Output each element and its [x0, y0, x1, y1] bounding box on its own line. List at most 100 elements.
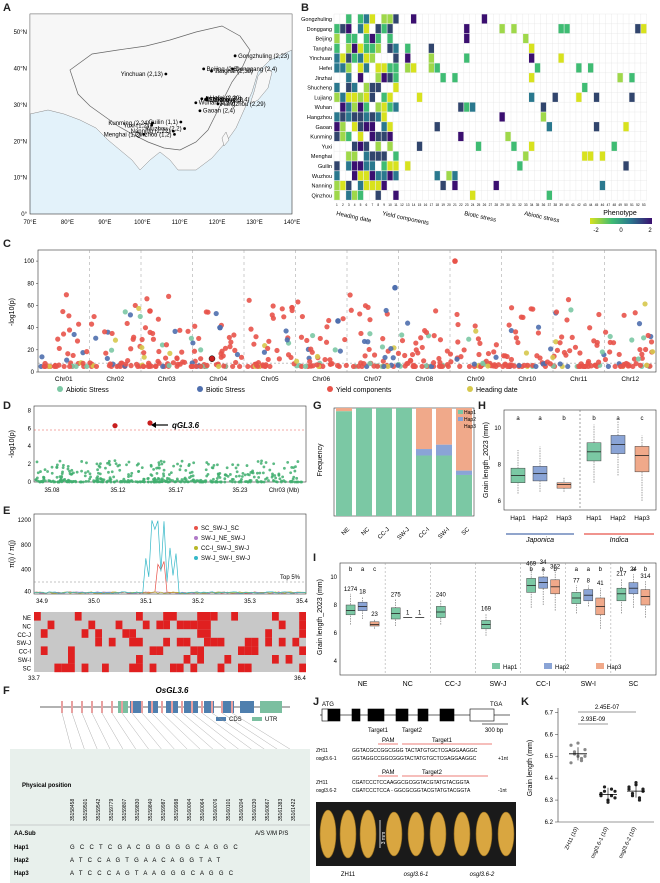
locus-point	[141, 480, 145, 483]
pi-legend-swatch	[194, 536, 198, 540]
heatmap-cell	[470, 190, 476, 200]
manhattan-point	[366, 346, 372, 353]
heatmap-row-label: Qinzhou	[312, 193, 333, 199]
map-lon-tick: 100°E	[134, 220, 150, 226]
snp-position-label: 35159807	[122, 799, 128, 821]
manhattan-point	[65, 351, 71, 357]
k-category-label: ZH11 (10)	[564, 826, 580, 851]
heatmap-cell	[564, 24, 570, 34]
map-landmass	[29, 13, 293, 171]
locus-point	[180, 459, 184, 463]
manhattan-point	[230, 363, 236, 370]
heatmap-col-number: 22	[459, 203, 463, 207]
heatmap-cell	[458, 131, 464, 142]
locus-point	[278, 477, 282, 481]
hap1-label: Hap1	[14, 845, 29, 851]
manhattan-point	[535, 330, 542, 336]
manhattan-point	[237, 363, 243, 370]
freq-bar-hap2	[456, 470, 472, 475]
heatmap-cell	[363, 14, 370, 24]
heatmap-cell	[475, 141, 482, 151]
manhattan-point	[80, 360, 86, 366]
pi-ytick-label: 400	[21, 567, 32, 573]
panel-letter-d: D	[3, 400, 11, 412]
manhattan-point	[70, 352, 76, 359]
locus-point	[262, 480, 266, 484]
panel-letter-k: K	[521, 696, 529, 708]
locus-point	[127, 473, 130, 476]
heatmap-cell	[381, 73, 387, 83]
manhattan-point	[480, 360, 486, 367]
manhattan-point	[166, 362, 172, 369]
hap-block-cell	[115, 620, 123, 630]
locus-point	[75, 470, 79, 474]
locus-point	[104, 466, 107, 470]
manhattan-point	[358, 330, 364, 337]
boxi-letter: b	[529, 567, 533, 573]
heatmap-cell	[416, 92, 423, 102]
heatmap-cell	[387, 141, 393, 151]
manhattan-point	[153, 363, 159, 370]
locus-point	[70, 468, 74, 472]
heatmap-col-number: 13	[406, 203, 410, 207]
manhattan-point	[226, 334, 232, 341]
heatmap-col-number: 49	[618, 203, 622, 207]
locus-point	[294, 465, 297, 469]
freq-category-label: CC-J	[377, 527, 391, 541]
boxi-frame	[339, 562, 657, 676]
k-category-label: osgl3.6-2 (10)	[618, 826, 638, 859]
heatmap-cell	[357, 161, 364, 171]
snp-marker	[101, 701, 103, 713]
heatmap-cell	[369, 131, 375, 142]
locus-point	[215, 480, 219, 484]
hap-block-cell	[251, 637, 259, 647]
heatmap-cell	[363, 102, 370, 112]
k-point	[627, 785, 631, 789]
heatmap-cell	[340, 112, 346, 122]
pi-xtick-label: 35.4	[296, 599, 308, 605]
hap-block-cell	[210, 612, 218, 621]
boxi-count: 24	[630, 567, 637, 573]
heatmap-cell	[346, 63, 352, 73]
locus-point	[289, 480, 292, 484]
boxi-letter: a	[361, 567, 365, 573]
manhattan-point	[61, 363, 67, 370]
manhattan-point	[39, 354, 45, 360]
tga-label: TGA	[490, 702, 502, 708]
manhattan-point	[645, 332, 651, 339]
heatmap-cell	[387, 43, 393, 53]
manhattan-peak	[452, 258, 458, 264]
pi-legend-label: SC_SW-J_SC	[201, 526, 240, 532]
locus-point	[295, 480, 299, 484]
manhattan-point	[205, 309, 211, 315]
heatmap-cell	[375, 112, 381, 122]
manhattan-legend-swatch	[197, 386, 203, 392]
manhattan-point	[430, 360, 437, 366]
manhattan-chrom-label: Chr04	[209, 376, 227, 383]
heatmap-cell	[511, 141, 517, 151]
hap-block-cell	[129, 629, 136, 638]
heatmap-cell	[346, 43, 352, 53]
manhattan-point	[557, 361, 563, 367]
manhattan-point	[140, 363, 146, 369]
manhattan-point	[367, 317, 373, 323]
locus-ytick-label: 6	[28, 426, 32, 432]
manhattan-point	[383, 307, 389, 314]
freq-bar-hap3	[336, 408, 352, 412]
freq-bar-hap3	[416, 408, 432, 450]
manhattan-point	[337, 348, 343, 354]
map-site-label: Lujiang (2,3)	[210, 98, 243, 104]
snp-connector	[91, 712, 112, 752]
k-point	[609, 787, 614, 791]
heatmap-col-number: 53	[642, 203, 646, 207]
locus-point	[96, 477, 100, 481]
manhattan-point	[192, 323, 198, 329]
hap-block-cell	[163, 637, 170, 647]
locus-point	[112, 480, 116, 484]
k-point	[613, 789, 617, 793]
manhattan-point	[568, 307, 574, 313]
locus-point	[198, 480, 202, 484]
phenotype-legend-title: Phenotype	[603, 210, 637, 217]
manhattan-point	[362, 353, 368, 359]
manhattan-point	[421, 358, 427, 364]
